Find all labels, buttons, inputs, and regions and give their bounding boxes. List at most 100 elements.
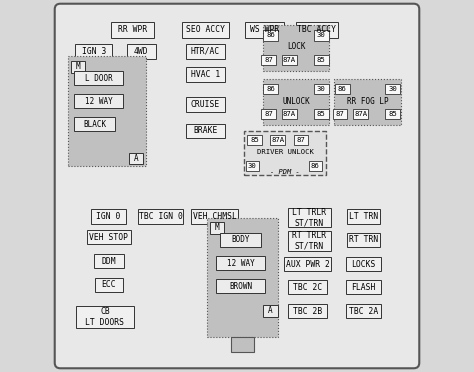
Bar (263, 25, 329, 71)
Bar (314, 30, 328, 41)
Bar (288, 208, 331, 227)
Text: LT TRLR
ST/TRN: LT TRLR ST/TRN (292, 208, 327, 227)
Bar (87, 230, 131, 244)
Text: L DOOR: L DOOR (85, 74, 112, 83)
Text: 87: 87 (336, 111, 345, 117)
Bar (284, 257, 331, 271)
Text: - PDM -: - PDM - (270, 169, 300, 175)
Bar (210, 222, 224, 234)
Bar (246, 22, 284, 38)
Bar (293, 135, 309, 145)
Bar (261, 55, 276, 65)
Bar (314, 109, 328, 119)
Bar (354, 109, 368, 119)
Bar (282, 109, 297, 119)
Bar (314, 84, 328, 94)
Text: 30: 30 (317, 32, 326, 38)
Text: DDM: DDM (101, 257, 116, 266)
Text: 87A: 87A (283, 111, 296, 117)
Bar (282, 55, 297, 65)
Text: LOCKS: LOCKS (351, 260, 376, 269)
Text: 87A: 87A (271, 137, 284, 143)
Text: 87: 87 (264, 111, 273, 117)
Bar (74, 117, 115, 131)
Text: 86: 86 (311, 163, 319, 169)
Bar (333, 109, 347, 119)
Text: TBC 2B: TBC 2B (293, 307, 322, 316)
Bar (216, 279, 265, 293)
Bar (385, 84, 400, 94)
Text: BODY: BODY (231, 235, 250, 244)
Text: A: A (134, 154, 138, 163)
Bar (91, 209, 127, 224)
Bar (288, 280, 327, 294)
Text: LOCK: LOCK (287, 42, 305, 51)
Text: 87A: 87A (283, 57, 296, 63)
Text: M: M (215, 223, 219, 232)
Text: AUX PWR 2: AUX PWR 2 (286, 260, 329, 269)
Text: DRIVER UNLOCK: DRIVER UNLOCK (256, 149, 313, 155)
Text: 87A: 87A (354, 111, 367, 117)
Text: BRAKE: BRAKE (193, 126, 218, 135)
Text: BLACK: BLACK (83, 120, 107, 129)
Bar (186, 44, 225, 59)
Text: M: M (75, 62, 80, 71)
Bar (296, 22, 338, 38)
Bar (74, 71, 123, 85)
Bar (182, 22, 228, 38)
Text: UNLOCK: UNLOCK (283, 97, 310, 106)
Bar (207, 218, 278, 337)
Text: 86: 86 (266, 32, 275, 38)
Bar (138, 209, 183, 224)
Bar (288, 231, 331, 251)
Text: TBC 2A: TBC 2A (349, 307, 378, 316)
Bar (385, 109, 400, 119)
Text: 87: 87 (264, 57, 273, 63)
Bar (247, 135, 262, 145)
Bar (271, 135, 285, 145)
Text: 85: 85 (317, 57, 326, 63)
Bar (231, 337, 254, 352)
Text: TBC 2C: TBC 2C (293, 283, 322, 292)
Bar (288, 304, 327, 318)
Bar (346, 304, 381, 318)
Bar (186, 124, 225, 138)
Text: WS WPR: WS WPR (250, 25, 280, 34)
Bar (220, 233, 261, 247)
Text: 12 WAY: 12 WAY (85, 97, 112, 106)
Text: CB
LT DOORS: CB LT DOORS (85, 307, 125, 327)
Bar (347, 209, 380, 224)
FancyBboxPatch shape (55, 4, 419, 368)
Text: LT TRN: LT TRN (349, 212, 378, 221)
Text: RR WPR: RR WPR (118, 25, 147, 34)
Bar (244, 131, 326, 175)
Text: 4WD: 4WD (134, 47, 149, 56)
Bar (335, 79, 401, 125)
Bar (127, 44, 156, 59)
Text: FLASH: FLASH (351, 283, 376, 292)
Text: 85: 85 (388, 111, 397, 117)
Text: RR FOG LP: RR FOG LP (347, 97, 388, 106)
Text: 30: 30 (317, 86, 326, 92)
Text: RT TRLR
ST/TRN: RT TRLR ST/TRN (292, 231, 327, 251)
Text: 30: 30 (388, 86, 397, 92)
Bar (186, 97, 225, 112)
Bar (71, 61, 85, 73)
Bar (129, 153, 143, 164)
Text: BROWN: BROWN (229, 282, 252, 291)
Bar (314, 55, 328, 65)
Bar (191, 209, 238, 224)
Text: HVAC 1: HVAC 1 (191, 70, 220, 79)
Bar (347, 233, 380, 247)
Text: 86: 86 (266, 86, 275, 92)
Bar (186, 67, 225, 82)
Text: 30: 30 (248, 163, 256, 169)
Text: IGN 3: IGN 3 (82, 47, 106, 56)
Text: VEH STOP: VEH STOP (89, 233, 128, 242)
Text: 12 WAY: 12 WAY (227, 259, 255, 267)
Text: TBC ACCY: TBC ACCY (298, 25, 337, 34)
Bar (111, 22, 154, 38)
Bar (74, 94, 123, 108)
Bar (76, 306, 134, 328)
Text: 86: 86 (338, 86, 346, 92)
